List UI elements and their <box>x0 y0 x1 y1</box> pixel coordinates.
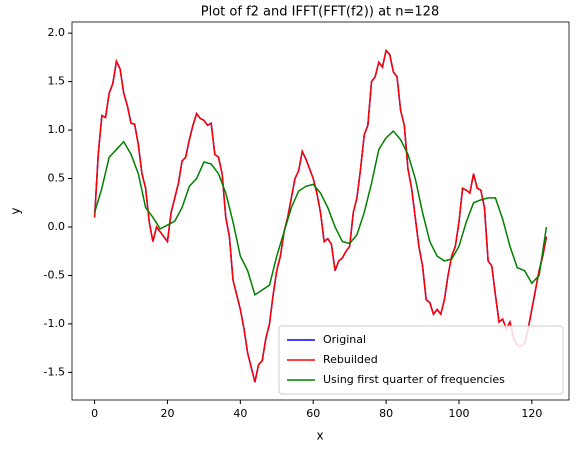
x-tick-label: 20 <box>160 407 174 420</box>
x-tick-label: 100 <box>448 407 469 420</box>
legend-box <box>278 325 564 395</box>
y-axis-label: y <box>9 207 23 214</box>
x-tick-label: 60 <box>306 407 320 420</box>
series-line <box>93 129 548 297</box>
y-tick-label: -1.5 <box>44 365 65 378</box>
legend-label: Rebuilded <box>323 353 378 366</box>
x-tick-label: 0 <box>91 407 98 420</box>
x-axis-label: x <box>316 429 323 443</box>
y-tick-label: 2.0 <box>48 26 66 39</box>
x-tick-label: 120 <box>521 407 542 420</box>
y-tick-label: -0.5 <box>44 268 65 281</box>
y-tick-label: 1.0 <box>48 123 66 136</box>
y-tick-label: 0.5 <box>48 172 66 185</box>
legend-label: Original <box>323 333 366 346</box>
y-tick-label: 0.0 <box>48 220 66 233</box>
y-tick-label: 1.5 <box>48 75 66 88</box>
x-tick-label: 80 <box>379 407 393 420</box>
legend-label: Using first quarter of frequencies <box>323 373 505 386</box>
series-line <box>93 49 548 383</box>
chart-title: Plot of f2 and IFFT(FFT(f2)) at n=128 <box>201 5 439 20</box>
plot-frame <box>71 21 570 401</box>
y-tick-label: -1.0 <box>44 317 65 330</box>
x-tick-label: 40 <box>233 407 247 420</box>
